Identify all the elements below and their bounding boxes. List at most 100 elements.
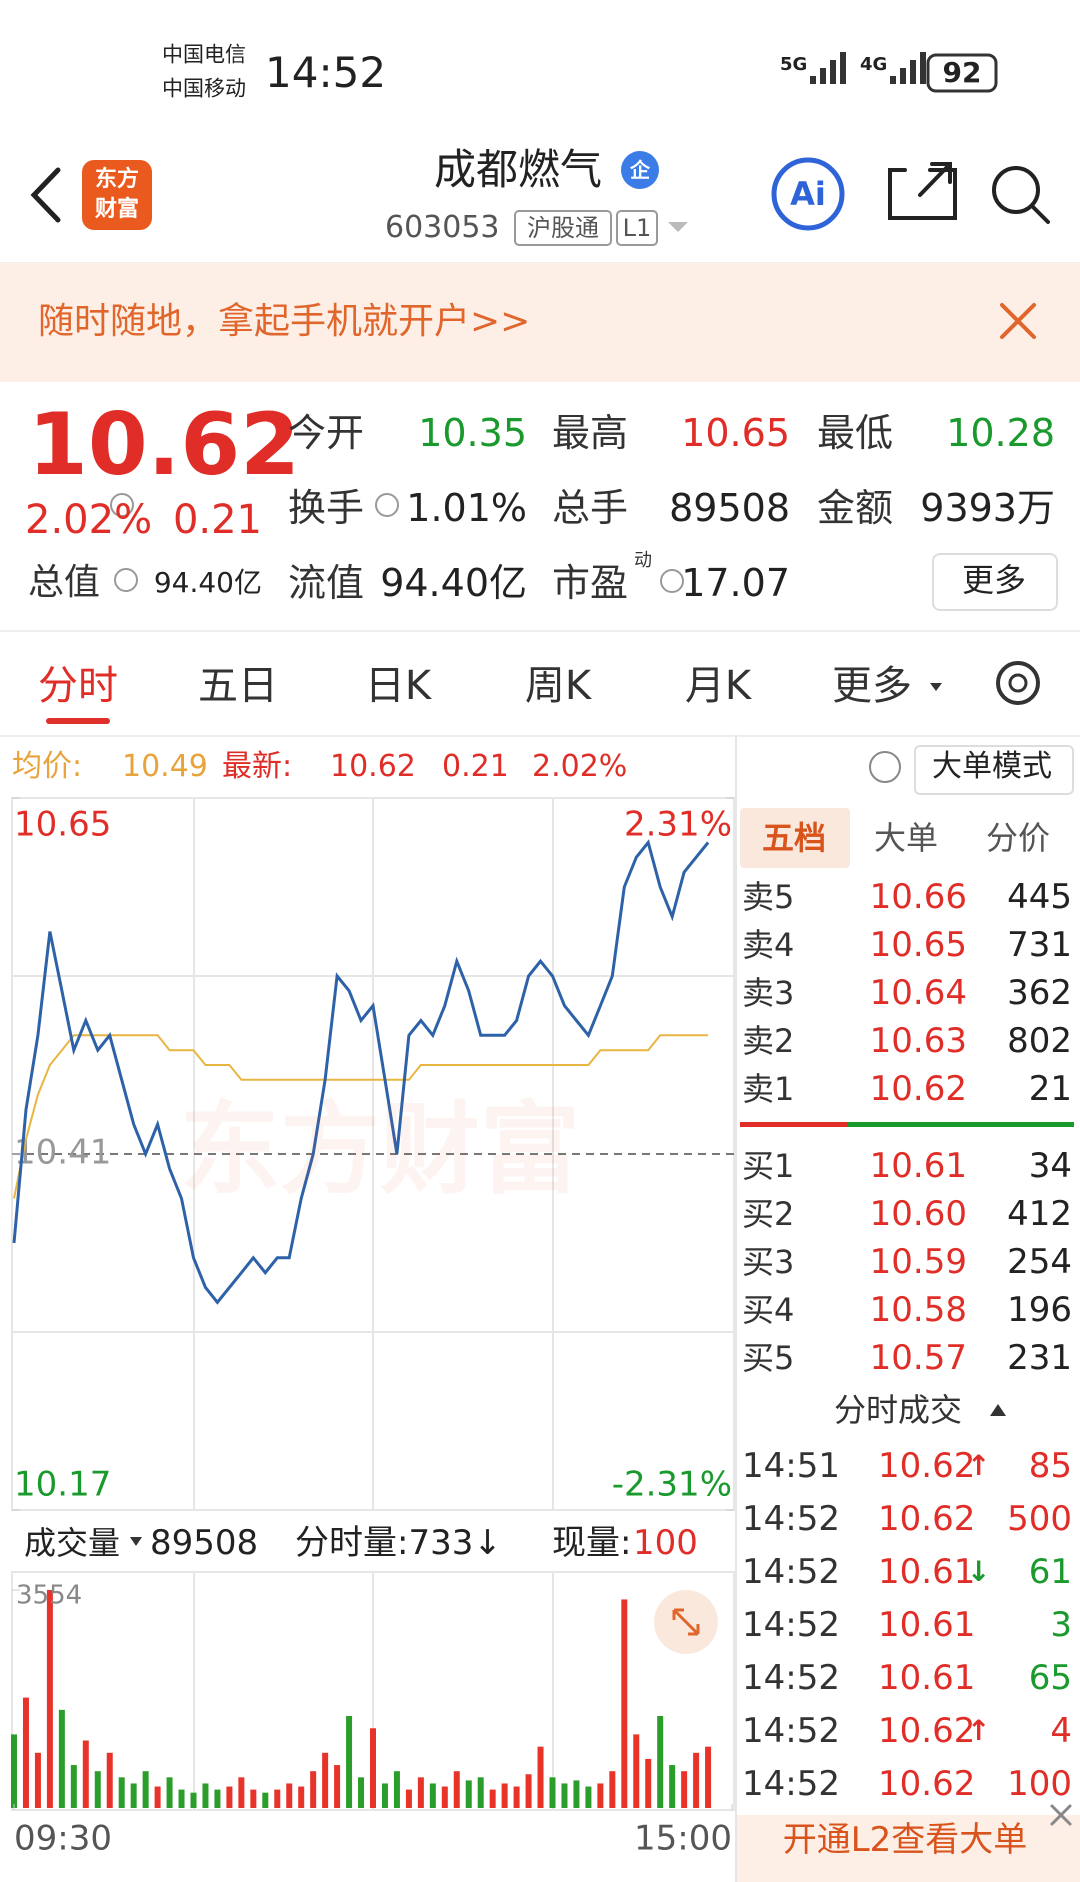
ob-tab[interactable]: 分价 <box>985 819 1051 857</box>
ob-volume: 34 <box>1028 1146 1072 1186</box>
trade-time: 14:52 <box>742 1499 840 1539</box>
signal-bar <box>820 68 826 84</box>
footer-bg[interactable] <box>736 1815 1080 1882</box>
volume-label[interactable]: 成交量 <box>24 1524 121 1562</box>
volume-bar <box>525 1774 532 1808</box>
last-price: 10.62 <box>28 395 301 495</box>
tab[interactable]: 更多 <box>832 663 912 709</box>
y2-tick-label: 2.31% <box>624 805 732 845</box>
y-tick-label: 10.17 <box>14 1465 111 1505</box>
volume-bar <box>250 1789 257 1808</box>
share-icon[interactable] <box>888 162 957 220</box>
volume-bar <box>58 1709 65 1808</box>
volume-bar <box>82 1740 89 1808</box>
ob-price: 10.65 <box>869 925 967 965</box>
tab-underline <box>46 718 110 724</box>
field-value: 10.35 <box>418 411 527 455</box>
back-icon[interactable] <box>30 167 61 223</box>
signal-bar <box>830 60 836 84</box>
volume-bar <box>118 1777 125 1808</box>
ob-label: 买5 <box>742 1339 795 1377</box>
logo-text: 财富 <box>94 197 140 222</box>
close-icon[interactable] <box>1000 303 1036 339</box>
ob-label: 买2 <box>742 1195 795 1233</box>
dropdown-arrow[interactable] <box>668 222 688 232</box>
volume-bar <box>597 1783 604 1808</box>
banner-text[interactable]: 随时随地，拿起手机就开户>> <box>38 301 531 342</box>
footer-text[interactable]: 开通L2查看大单 <box>782 1820 1028 1860</box>
volume-bar <box>154 1786 161 1808</box>
hint-icon <box>114 568 138 592</box>
signal-bar <box>910 60 916 84</box>
trades-toggle[interactable] <box>990 1404 1006 1416</box>
avg-label: 均价: <box>12 749 83 784</box>
logo-bg <box>82 160 152 230</box>
footer-close[interactable] <box>1050 1804 1072 1826</box>
battery-icon <box>926 53 998 93</box>
mode-button[interactable] <box>914 745 1074 795</box>
volume-bar <box>381 1783 388 1808</box>
help-icon[interactable] <box>869 751 901 783</box>
ob-volume: 254 <box>1007 1242 1072 1282</box>
ob-label: 卖4 <box>742 926 795 964</box>
trade-time: 14:52 <box>742 1658 840 1698</box>
ob-tab-active[interactable] <box>740 808 850 868</box>
signal-bar <box>890 76 896 84</box>
volume-bar <box>106 1752 113 1808</box>
current-label: 现量: <box>552 1523 632 1563</box>
tab[interactable]: 月K <box>684 663 752 709</box>
signal-bar <box>810 76 816 84</box>
tab[interactable]: 周K <box>524 663 592 709</box>
tab[interactable]: 日K <box>364 663 432 709</box>
more-button[interactable] <box>932 553 1058 611</box>
field-label: 今开 <box>288 411 365 455</box>
volume-bar <box>334 1765 341 1808</box>
volume-bar <box>705 1746 712 1808</box>
latest-label: 最新: <box>222 749 293 784</box>
tab[interactable]: 五日 <box>198 663 278 709</box>
volume-total: 89508 <box>150 1523 259 1563</box>
ob-volume: 412 <box>1007 1194 1072 1234</box>
trade-volume: 500 <box>1007 1499 1072 1539</box>
change-pct: 2.02% <box>25 497 153 543</box>
search-icon[interactable] <box>992 166 1040 214</box>
volume-dropdown[interactable] <box>130 1537 142 1546</box>
ob-price: 10.61 <box>869 1146 967 1186</box>
trade-time: 14:52 <box>742 1711 840 1751</box>
volume-bar <box>11 1734 17 1808</box>
ob-tab[interactable]: 五档 <box>761 819 827 857</box>
tab[interactable]: 分时 <box>38 663 118 709</box>
trade-price: 10.62 <box>878 1446 976 1486</box>
ob-divider-down <box>848 1122 1074 1127</box>
signal-bar <box>840 52 846 84</box>
ob-tab[interactable]: 大单 <box>873 819 939 857</box>
volume-bar <box>669 1765 676 1808</box>
ai-button[interactable] <box>771 157 845 231</box>
volume-bar <box>46 1590 53 1808</box>
volume-bar <box>693 1752 700 1808</box>
volume-bar <box>286 1783 293 1808</box>
trade-price: 10.61 <box>878 1658 976 1698</box>
badge-bg <box>621 151 659 189</box>
ob-volume: 231 <box>1007 1338 1072 1378</box>
ob-volume: 362 <box>1007 973 1072 1013</box>
trade-time: 14:52 <box>742 1605 840 1645</box>
ai-label[interactable]: Ai <box>790 175 826 213</box>
latest-pct: 2.02% <box>532 749 628 784</box>
volume-bar <box>405 1789 412 1808</box>
search-handle <box>1030 204 1050 224</box>
change: 0.21 <box>172 497 262 543</box>
x-tick-label: 15:00 <box>634 1819 732 1859</box>
trade-time: 14:52 <box>742 1552 840 1592</box>
mode-label[interactable]: 大单模式 <box>932 749 1052 784</box>
more-label[interactable]: 更多 <box>961 561 1027 599</box>
volume-bar <box>130 1783 137 1808</box>
stock-name: 成都燃气 <box>433 145 603 194</box>
ob-volume: 196 <box>1007 1290 1072 1330</box>
settings-icon[interactable] <box>996 661 1040 705</box>
price-line <box>12 839 710 1305</box>
trade-dir: ↓ <box>967 1555 991 1588</box>
volume-bar <box>621 1599 628 1808</box>
trade-price: 10.62 <box>878 1499 976 1539</box>
